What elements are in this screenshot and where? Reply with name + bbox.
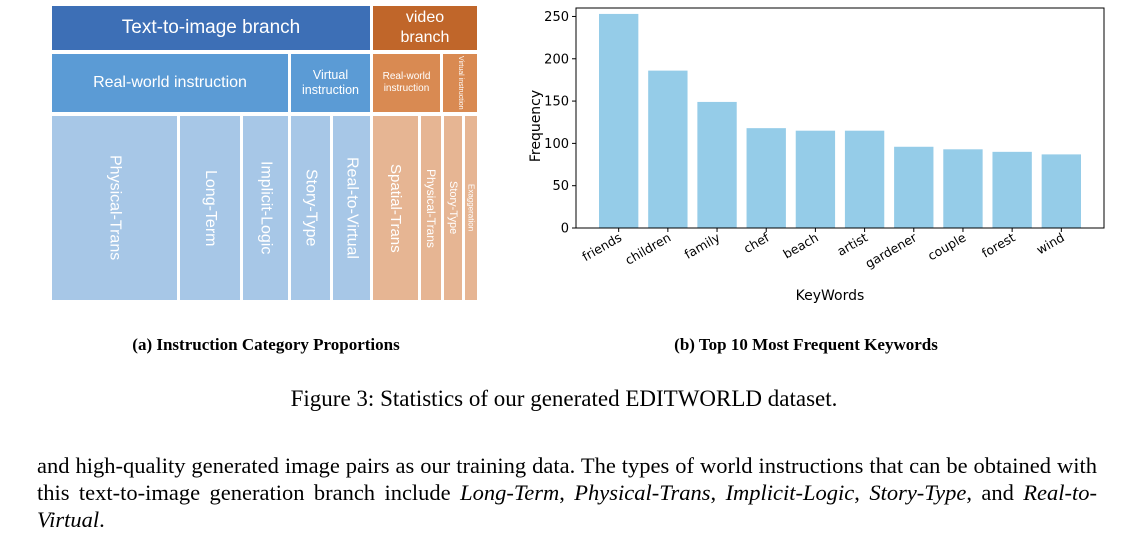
x-tick-label: chef bbox=[741, 229, 772, 256]
y-axis-label: Frequency bbox=[528, 90, 544, 162]
bar-beach bbox=[795, 130, 836, 228]
cell-physical-trans-video: Physical-Trans bbox=[421, 116, 441, 300]
cell-story-type-video: Story-Type bbox=[444, 116, 462, 300]
x-tick-label: family bbox=[682, 229, 723, 262]
real-world-instruction-t2i-label: Real-world instruction bbox=[93, 74, 247, 91]
cell-real-to-virtual: Real-to-Virtual bbox=[333, 116, 370, 300]
x-axis-label: KeyWords bbox=[796, 288, 865, 304]
cell-long-term: Long-Term bbox=[180, 116, 240, 300]
cell-story-type-label: Story-Type bbox=[302, 169, 320, 247]
real-world-instruction-video-label: Real-world instruction bbox=[382, 71, 431, 94]
term-implicit-logic: Implicit-Logic bbox=[725, 480, 855, 505]
cell-implicit-logic: Implicit-Logic bbox=[243, 116, 288, 300]
y-tick-label: 250 bbox=[544, 10, 569, 25]
caption-a: (a) Instruction Category Proportions bbox=[132, 335, 400, 354]
figure-caption: Figure 3: Statistics of our generated ED… bbox=[0, 386, 1128, 412]
real-world-instruction-t2i-block: Real-world instruction bbox=[52, 54, 288, 112]
y-tick-label: 200 bbox=[544, 52, 569, 67]
treemap: Text-to-image branch video branch Real-w… bbox=[0, 0, 500, 310]
cell-story-type: Story-Type bbox=[291, 116, 330, 300]
cell-spatial-trans: Spatial-Trans bbox=[373, 116, 418, 300]
paragraph-text: , bbox=[710, 480, 726, 505]
body-paragraph: and high-quality generated image pairs a… bbox=[37, 452, 1097, 533]
x-tick-label: wind bbox=[1034, 230, 1067, 258]
video-branch-block: video branch bbox=[373, 6, 477, 50]
bar-wind bbox=[1041, 154, 1081, 228]
bar-family bbox=[697, 101, 737, 228]
bar-gardener bbox=[894, 146, 934, 228]
cell-exaggeration-label: Exaggeration bbox=[466, 184, 476, 232]
virtual-instruction-t2i-block: Virtual instruction bbox=[291, 54, 370, 112]
y-tick-label: 0 bbox=[561, 222, 569, 237]
bar-children bbox=[648, 70, 688, 228]
t2i-branch-block: Text-to-image branch bbox=[52, 6, 370, 50]
cell-real-to-virtual-label: Real-to-Virtual bbox=[343, 157, 361, 259]
cell-physical-trans: Physical-Trans bbox=[52, 116, 177, 300]
virtual-instruction-t2i-label: Virtual instruction bbox=[302, 68, 359, 97]
cell-exaggeration: Exaggeration bbox=[465, 116, 477, 300]
real-world-instruction-video-block: Real-world instruction bbox=[373, 54, 440, 112]
y-tick-label: 100 bbox=[544, 137, 569, 152]
caption-b: (b) Top 10 Most Frequent Keywords bbox=[674, 335, 938, 354]
paragraph-text: , bbox=[854, 480, 870, 505]
cell-spatial-trans-label: Spatial-Trans bbox=[387, 163, 404, 253]
x-tick-label: beach bbox=[780, 230, 820, 262]
y-tick-label: 150 bbox=[544, 95, 569, 110]
x-tick-label: children bbox=[622, 230, 673, 268]
x-tick-label: forest bbox=[979, 230, 1018, 261]
x-tick-label: gardener bbox=[862, 229, 920, 271]
bar-couple bbox=[943, 149, 983, 228]
bar-chef bbox=[746, 128, 786, 228]
term-physical-trans: Physical-Trans bbox=[574, 480, 711, 505]
virtual-instruction-video-block: Virtual instruction bbox=[443, 54, 477, 112]
bar-forest bbox=[992, 151, 1032, 228]
cell-long-term-label: Long-Term bbox=[202, 169, 219, 247]
paragraph-text: , bbox=[559, 480, 575, 505]
bar-friends bbox=[599, 13, 639, 228]
figure-caption-prefix: Figure 3: Statistics of our generated bbox=[290, 386, 626, 411]
figure-caption-suffix: dataset. bbox=[762, 386, 838, 411]
cell-physical-trans-video-label: Physical-Trans bbox=[424, 168, 438, 248]
cell-physical-trans-label: Physical-Trans bbox=[106, 155, 124, 261]
term-long-term: Long-Term bbox=[460, 480, 560, 505]
bar-artist bbox=[844, 130, 885, 228]
t2i-branch-label: Text-to-image branch bbox=[121, 17, 301, 38]
cell-implicit-logic-label: Implicit-Logic bbox=[257, 161, 275, 255]
video-branch-label: video branch bbox=[400, 9, 450, 46]
plot-frame bbox=[575, 7, 1105, 229]
paragraph-text: , and bbox=[966, 480, 1024, 505]
paragraph-text: . bbox=[99, 507, 105, 532]
cell-story-type-video-label: Story-Type bbox=[447, 181, 459, 235]
y-tick-label: 50 bbox=[552, 179, 569, 194]
term-story-type: Story-Type bbox=[869, 480, 967, 505]
virtual-instruction-video-label: Virtual instruction bbox=[457, 56, 464, 110]
x-tick-label: artist bbox=[834, 230, 870, 259]
x-tick-label: couple bbox=[925, 229, 969, 263]
dataset-name: EDITWORLD bbox=[625, 386, 763, 411]
term-real-to-virtual: Real-to-Virtual bbox=[37, 480, 1097, 532]
paragraph-text: and high-quality generated image pairs a… bbox=[37, 453, 1097, 505]
x-tick-label: friends bbox=[579, 230, 624, 265]
